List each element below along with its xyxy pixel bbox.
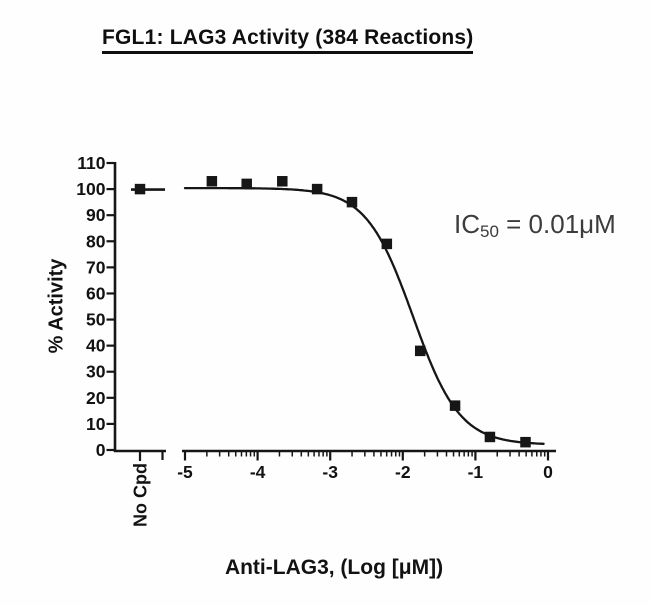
- y-axis-tick-label: 30: [86, 362, 106, 382]
- x-axis-tick-label: -4: [250, 462, 266, 482]
- data-point: [206, 176, 218, 187]
- data-point: [277, 176, 288, 187]
- y-axis-tick-label: 90: [86, 205, 106, 225]
- y-axis-tick-label: 20: [86, 388, 106, 408]
- data-point: [381, 238, 393, 250]
- data-point: [241, 178, 252, 190]
- ic50-unit: μM: [579, 209, 616, 239]
- y-axis-tick-label: 70: [86, 257, 106, 277]
- x-axis-tick-label: -3: [322, 462, 338, 482]
- ic50-annotation: IC50 = 0.01μM: [454, 209, 616, 240]
- data-point: [484, 431, 496, 443]
- data-point: [311, 183, 323, 195]
- data-point: [520, 436, 531, 448]
- ic50-prefix: IC: [454, 209, 480, 239]
- x-axis-tick-label: 0: [543, 462, 553, 482]
- control-point: [134, 183, 146, 195]
- no-compound-tick-label: No Cpd: [130, 463, 151, 527]
- y-axis-title: % Activity: [45, 258, 68, 354]
- y-axis-tick-label: 80: [86, 231, 106, 251]
- ic50-value: = 0.01: [498, 209, 580, 239]
- y-axis-tick-label: 0: [96, 440, 106, 460]
- y-axis-tick-label: 10: [86, 414, 106, 434]
- x-axis-tick-label: -2: [395, 462, 411, 482]
- x-axis-title: Anti-LAG3, (Log [μM]): [224, 556, 444, 579]
- ic50-subscript: 50: [480, 222, 499, 241]
- y-axis-tick-label: 110: [77, 153, 105, 173]
- y-axis-tick-label: 60: [86, 283, 106, 303]
- y-axis-tick-label: 50: [86, 310, 106, 330]
- y-axis-tick-label: 40: [86, 336, 106, 356]
- x-axis-tick-label: -1: [468, 462, 484, 482]
- figure-title: FGL1: LAG3 Activity (384 Reactions): [102, 26, 474, 54]
- data-point: [414, 345, 426, 357]
- y-axis-tick-label: 100: [76, 179, 105, 199]
- data-point: [449, 400, 461, 411]
- data-point: [346, 196, 358, 208]
- x-axis-tick-label: -5: [177, 462, 193, 482]
- figure-title-text: FGL1: LAG3 Activity (384 Reactions): [102, 26, 474, 49]
